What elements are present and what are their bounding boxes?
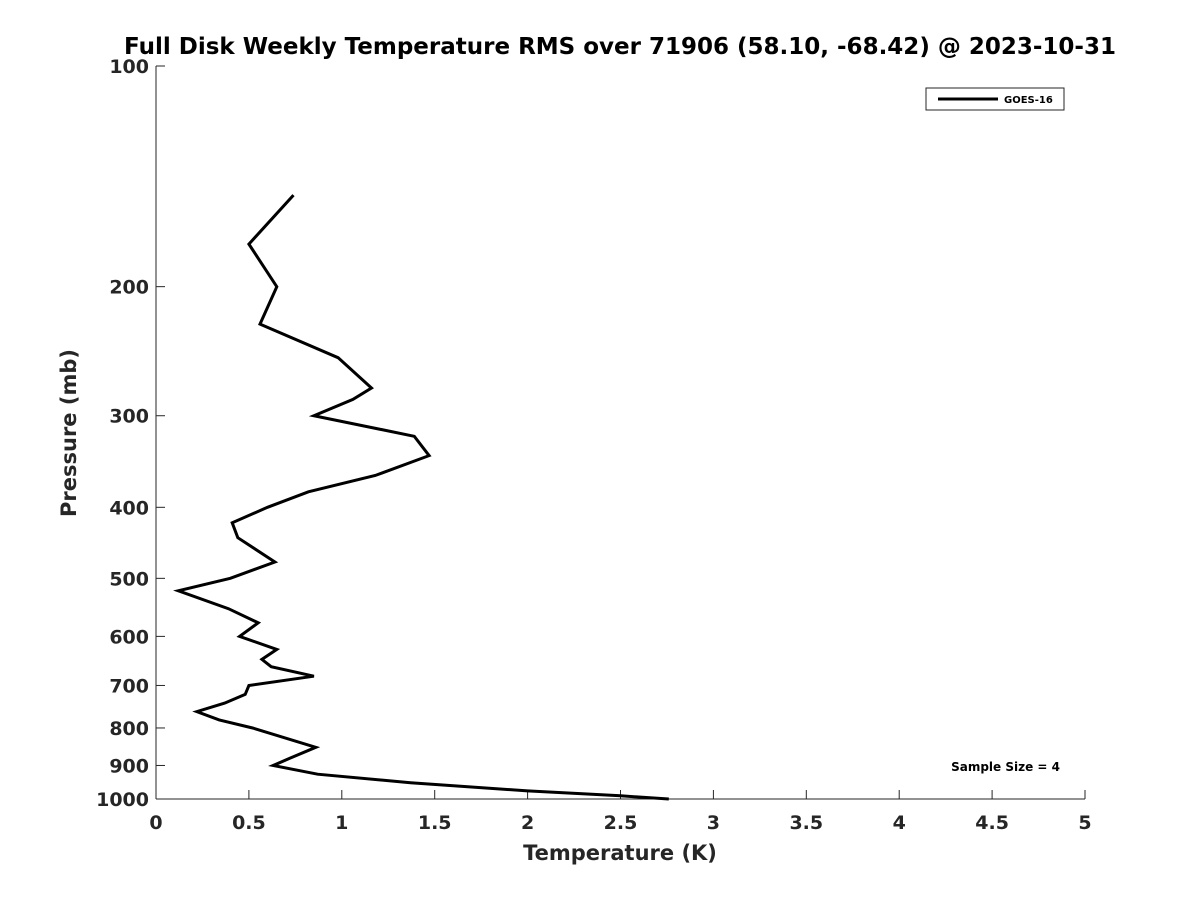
y-axis-label: Pressure (mb) <box>57 349 81 517</box>
y-tick-label: 100 <box>109 56 149 78</box>
x-tick-label: 2.5 <box>604 812 638 834</box>
y-tick-label: 800 <box>109 718 149 740</box>
y-tick-label: 1000 <box>96 789 149 811</box>
series-layer <box>173 194 669 801</box>
x-tick-label: 1.5 <box>418 812 452 834</box>
legend: GOES-16 <box>925 87 1065 111</box>
x-tick-label: 3.5 <box>789 812 823 834</box>
x-tick-label: 4 <box>893 812 906 834</box>
x-axis-ticks: 0 0.5 1 1.5 2 2.5 3 3.5 4 4.5 5 <box>149 790 1092 834</box>
x-tick-label: 5 <box>1078 812 1091 834</box>
x-axis-label: Temperature (K) <box>523 841 717 865</box>
y-axis-ticks: 100 200 300 400 500 600 700 800 900 1000 <box>96 56 165 811</box>
y-tick-label: 400 <box>109 497 149 519</box>
x-tick-label: 2 <box>521 812 534 834</box>
chart-title: Full Disk Weekly Temperature RMS over 71… <box>124 34 1116 60</box>
x-tick-label: 0.5 <box>232 812 266 834</box>
x-tick-label: 0 <box>149 812 162 834</box>
y-tick-label: 700 <box>109 675 149 697</box>
x-tick-label: 4.5 <box>975 812 1009 834</box>
legend-label: GOES-16 <box>1004 95 1053 106</box>
sample-size-annotation: Sample Size = 4 <box>951 760 1060 774</box>
x-tick-label: 1 <box>335 812 348 834</box>
y-tick-label: 200 <box>109 277 149 299</box>
x-tick-label: 3 <box>707 812 720 834</box>
y-tick-label: 500 <box>109 568 149 590</box>
y-tick-label: 900 <box>109 755 149 777</box>
series-line <box>173 194 669 801</box>
y-tick-label: 600 <box>109 626 149 648</box>
y-tick-label: 300 <box>109 406 149 428</box>
